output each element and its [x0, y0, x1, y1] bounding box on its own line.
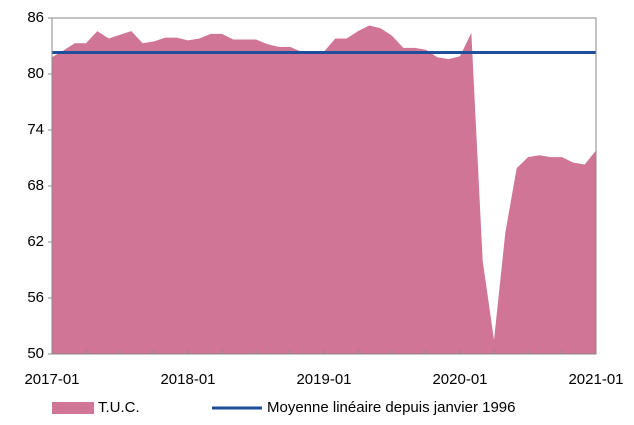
y-tick-label: 74 [27, 121, 44, 138]
legend-swatch [52, 402, 94, 414]
legend-label: Moyenne linéaire depuis janvier 1996 [267, 399, 516, 416]
y-tick-label: 80 [27, 65, 44, 82]
x-tick-label: 2019-01 [296, 371, 351, 388]
x-tick-label: 2018-01 [160, 371, 215, 388]
area [52, 25, 596, 354]
x-tick-label: 2020-01 [432, 371, 487, 388]
x-tick-label: 2021-01 [568, 371, 623, 388]
legend-label: T.U.C. [98, 399, 140, 416]
y-tick-label: 62 [27, 233, 44, 250]
y-tick-label: 50 [27, 345, 44, 362]
y-tick-label: 86 [27, 9, 44, 26]
y-tick-label: 56 [27, 289, 44, 306]
y-tick-label: 68 [27, 177, 44, 194]
x-tick-label: 2017-01 [24, 371, 79, 388]
